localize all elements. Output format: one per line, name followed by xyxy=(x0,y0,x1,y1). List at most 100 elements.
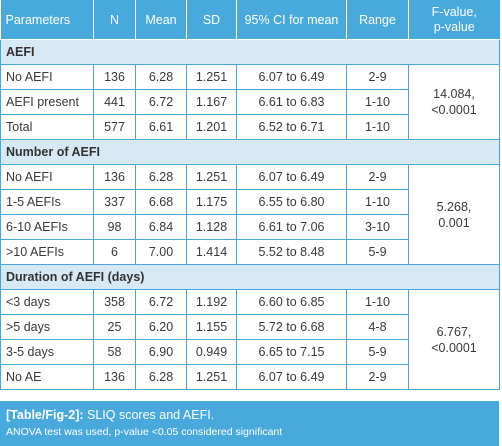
cell-fvalue-pvalue: 14.084, <0.0001 xyxy=(408,64,500,140)
cell-n: 25 xyxy=(93,314,136,340)
header-mean: Mean xyxy=(135,0,187,40)
cell-range: 2-9 xyxy=(346,64,409,90)
p-value: <0.0001 xyxy=(431,340,477,355)
cell-sd: 1.414 xyxy=(186,239,237,265)
cell-ci: 6.55 to 6.80 xyxy=(236,189,347,215)
cell-ci: 6.60 to 6.85 xyxy=(236,289,347,315)
section-row: Number of AEFI xyxy=(0,139,500,165)
cell-mean: 6.68 xyxy=(135,189,187,215)
cell-n: 136 xyxy=(93,164,136,190)
cell-parameter: AEFI present xyxy=(0,89,94,115)
cell-sd: 1.128 xyxy=(186,214,237,240)
cell-parameter: Total xyxy=(0,114,94,140)
cell-ci: 6.07 to 6.49 xyxy=(236,164,347,190)
table-row: No AEFI 136 6.28 1.251 6.07 to 6.49 2-9 14.084… xyxy=(0,64,500,140)
header-sd: SD xyxy=(186,0,237,40)
caption-note: ANOVA test was used, p-value <0.05 consi… xyxy=(6,426,283,438)
cell-n: 136 xyxy=(93,64,136,90)
cell-mean: 6.28 xyxy=(135,164,187,190)
cell-mean: 7.00 xyxy=(135,239,187,265)
table-caption: [Table/Fig-2]: SLIQ scores and AEFI. ANO… xyxy=(0,401,499,446)
cell-range: 3-10 xyxy=(346,214,409,240)
cell-range: 5-9 xyxy=(346,339,409,365)
cell-sd: 1.201 xyxy=(186,114,237,140)
cell-mean: 6.61 xyxy=(135,114,187,140)
cell-sd: 1.155 xyxy=(186,314,237,340)
table-row: >10 AEFIs 6 7.00 1.414 5.52 to 8.48 5-9 xyxy=(0,239,500,265)
header-range: Range xyxy=(346,0,409,40)
p-value: 0.001 xyxy=(438,215,470,230)
caption-title: [Table/Fig-2]: SLIQ scores and AEFI. xyxy=(6,406,493,424)
cell-mean: 6.28 xyxy=(135,364,187,390)
cell-ci: 5.72 to 6.68 xyxy=(236,314,347,340)
cell-range: 1-10 xyxy=(346,289,409,315)
cell-sd: 1.251 xyxy=(186,364,237,390)
cell-mean: 6.90 xyxy=(135,339,187,365)
cell-n: 58 xyxy=(93,339,136,365)
caption-text: SLIQ scores and AEFI. xyxy=(83,408,215,422)
section-title: Duration of AEFI (days) xyxy=(0,264,500,290)
cell-mean: 6.84 xyxy=(135,214,187,240)
cell-sd: 1.251 xyxy=(186,164,237,190)
header-ci: 95% CI for mean xyxy=(236,0,347,40)
section-row: AEFI xyxy=(0,39,500,65)
cell-n: 6 xyxy=(93,239,136,265)
cell-sd: 0.949 xyxy=(186,339,237,365)
header-fvalue-line1: F-value, xyxy=(431,4,477,19)
cell-n: 337 xyxy=(93,189,136,215)
cell-n: 441 xyxy=(93,89,136,115)
cell-ci: 6.52 to 6.71 xyxy=(236,114,347,140)
cell-n: 136 xyxy=(93,364,136,390)
header-parameters: Parameters xyxy=(0,0,94,40)
cell-ci: 6.07 to 6.49 xyxy=(236,364,347,390)
cell-range: 4-8 xyxy=(346,314,409,340)
cell-mean: 6.72 xyxy=(135,289,187,315)
caption-ref: [Table/Fig-2]: xyxy=(6,408,84,422)
cell-parameter: 3-5 days xyxy=(0,339,94,365)
section-row: Duration of AEFI (days) xyxy=(0,264,500,290)
table-row: No AE 136 6.28 1.251 6.07 to 6.49 2-9 xyxy=(0,364,500,390)
cell-mean: 6.20 xyxy=(135,314,187,340)
table-row: 3-5 days 58 6.90 0.949 6.65 to 7.15 5-9 xyxy=(0,339,500,365)
cell-parameter: No AEFI xyxy=(0,164,94,190)
cell-fvalue-pvalue: 5.268, 0.001 xyxy=(408,164,500,265)
cell-ci: 6.61 to 7.06 xyxy=(236,214,347,240)
table-row: Total 577 6.61 1.201 6.52 to 6.71 1-10 xyxy=(0,114,500,140)
cell-parameter: 6-10 AEFIs xyxy=(0,214,94,240)
cell-parameter: 1-5 AEFIs xyxy=(0,189,94,215)
cell-fvalue-pvalue: 6.767, <0.0001 xyxy=(408,289,500,390)
table-row: No AEFI 136 6.28 1.251 6.07 to 6.49 2-9 5.268,… xyxy=(0,164,500,265)
f-value: 6.767, xyxy=(436,324,472,339)
cell-range: 1-10 xyxy=(346,114,409,140)
cell-parameter: No AE xyxy=(0,364,94,390)
cell-range: 1-10 xyxy=(346,189,409,215)
cell-ci: 6.65 to 7.15 xyxy=(236,339,347,365)
cell-ci: 5.52 to 8.48 xyxy=(236,239,347,265)
cell-parameter: >5 days xyxy=(0,314,94,340)
cell-ci: 6.07 to 6.49 xyxy=(236,64,347,90)
header-fvalue-line2: p-value xyxy=(433,19,475,34)
header-n: N xyxy=(93,0,136,40)
cell-n: 358 xyxy=(93,289,136,315)
cell-range: 2-9 xyxy=(346,164,409,190)
p-value: <0.0001 xyxy=(431,103,477,117)
section-title: AEFI xyxy=(0,39,500,65)
cell-sd: 1.167 xyxy=(186,89,237,115)
cell-range: 5-9 xyxy=(346,239,409,265)
f-value: 14.084, xyxy=(433,87,475,101)
cell-range: 2-9 xyxy=(346,364,409,390)
cell-n: 98 xyxy=(93,214,136,240)
table-row: AEFI present 441 6.72 1.167 6.61 to 6.83 1-10 xyxy=(0,89,500,115)
header-row: Parameters N Mean SD 95% CI for mean Ran… xyxy=(0,0,500,40)
cell-parameter: No AEFI xyxy=(0,64,94,90)
header-fvalue: F-value, p-value xyxy=(408,0,500,40)
table-row: <3 days 358 6.72 1.192 6.60 to 6.85 1-10 6.767… xyxy=(0,289,500,390)
section-title: Number of AEFI xyxy=(0,139,500,165)
cell-mean: 6.28 xyxy=(135,64,187,90)
cell-mean: 6.72 xyxy=(135,89,187,115)
cell-parameter: >10 AEFIs xyxy=(0,239,94,265)
cell-range: 1-10 xyxy=(346,89,409,115)
cell-sd: 1.175 xyxy=(186,189,237,215)
table-row: 6-10 AEFIs 98 6.84 1.128 6.61 to 7.06 3-10 xyxy=(0,214,500,240)
